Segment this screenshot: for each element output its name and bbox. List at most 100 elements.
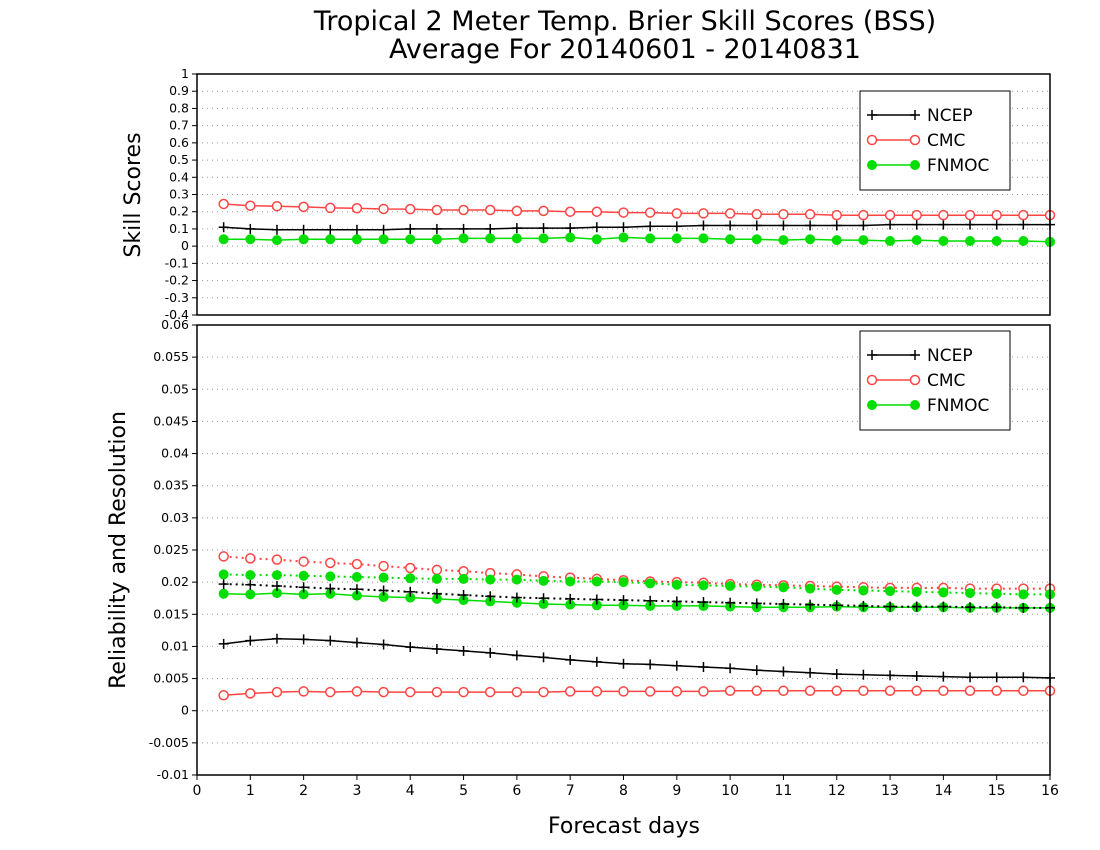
top-fnmoc-point <box>911 235 922 246</box>
bottom-series-5-point <box>218 569 229 580</box>
skill-scores-panel: -0.4 -0.3 -0.2 -0.1 0 0.1 0.2 0.3 0.4 0.5 0.6 0.7 0.… <box>165 66 1056 322</box>
bottom-ncep-point <box>378 639 389 650</box>
bottom-series-3-point <box>618 595 629 606</box>
top-fnmoc-point <box>591 234 602 245</box>
bottom-y-tick-label: 0.06 <box>161 317 189 332</box>
bottom-cmc-point <box>698 686 709 697</box>
top-ncep-point <box>698 220 709 231</box>
bottom-series-3-point <box>511 592 522 603</box>
bottom-series-4-point <box>431 564 443 576</box>
top-ncep-point <box>538 223 549 234</box>
bottom-cmc-point <box>964 685 976 697</box>
bottom-y-tick-label: 0.055 <box>153 349 189 364</box>
bottom-ncep-point <box>271 633 282 644</box>
top-fnmoc-point <box>751 234 762 245</box>
top-ncep-point <box>671 221 682 232</box>
top-ncep-point <box>778 220 789 231</box>
bottom-x-tick-label: 13 <box>881 783 899 799</box>
top-cmc-point <box>591 206 603 217</box>
bottom-cmc-line <box>223 690 1050 697</box>
top-ncep-point <box>751 220 762 231</box>
top-y-tick-label: 0.4 <box>169 169 189 184</box>
bottom-cmc-point <box>804 685 816 697</box>
top-ncep-point <box>725 220 736 231</box>
bottom-series-4-point <box>271 554 283 565</box>
top-cmc-point <box>245 200 256 211</box>
top-fnmoc-point <box>405 234 416 245</box>
bottom-series-5-point <box>725 581 736 591</box>
top-fnmoc-point <box>831 235 842 246</box>
bottom-series-5-point <box>538 575 549 586</box>
bottom-series-3-point <box>1018 602 1029 613</box>
top-y-tick-label: 0.1 <box>169 221 189 236</box>
top-ncep-point <box>325 224 336 235</box>
bottom-x-tick-label: 0 <box>193 783 202 799</box>
bottom-x-tick-label: 15 <box>988 783 1006 799</box>
top-legend-cmc-marker <box>866 134 878 146</box>
top-y-tick-label: 0.5 <box>169 152 189 167</box>
top-cmc-point <box>511 205 523 217</box>
top-fnmoc-point <box>245 234 256 245</box>
bottom-series-3-point <box>271 581 282 591</box>
top-ncep-point <box>885 219 896 230</box>
top-fnmoc-point <box>991 235 1002 246</box>
top-legend-fnmoc-marker <box>867 160 877 170</box>
bottom-cmc-point <box>1018 685 1029 697</box>
top-ncep-point <box>618 222 629 233</box>
bottom-legend-fnmoc-label: FNMOC <box>927 396 989 416</box>
top-ncep-point <box>831 220 842 231</box>
bottom-series-3-point <box>431 588 442 599</box>
top-cmc-point <box>751 209 763 220</box>
top-legend-cmc-label: CMC <box>927 131 965 151</box>
top-ncep-point <box>218 222 229 233</box>
bottom-cmc-point <box>991 685 1002 697</box>
top-cmc-point <box>618 207 629 218</box>
bottom-series-5-point <box>591 576 602 587</box>
bottom-cmc-point <box>858 685 869 697</box>
bottom-ncep-point <box>538 652 549 663</box>
bottom-series-5-point <box>325 571 336 582</box>
bottom-x-tick-label: 7 <box>566 783 575 799</box>
bottom-x-tick-label: 10 <box>721 783 739 799</box>
bottom-ncep-line <box>223 637 1051 679</box>
top-fnmoc-point <box>645 233 656 244</box>
top-ncep-point <box>911 219 922 230</box>
top-ncep-point <box>485 223 496 234</box>
top-ncep-point <box>378 224 389 235</box>
bottom-series-4-point <box>351 558 363 570</box>
bottom-series-3-point <box>218 579 229 590</box>
bottom-cmc-point <box>911 685 922 697</box>
top-cmc-point <box>964 209 976 221</box>
top-ncep-point <box>351 224 362 235</box>
bottom-series-3-point <box>405 586 416 597</box>
bottom-legend-cmc-marker <box>866 374 878 386</box>
bottom-x-tick-label: 14 <box>934 783 952 799</box>
bottom-series-5-point <box>565 576 576 587</box>
bottom-ncep-point <box>565 654 576 665</box>
bottom-x-tick-label: 9 <box>672 783 681 799</box>
top-plot-frame <box>196 73 1051 316</box>
bottom-series-3-point <box>778 599 789 609</box>
bottom-y-tick-label: 0.05 <box>161 381 189 396</box>
bottom-y-axis-label: Reliability and Resolution <box>106 411 131 689</box>
bottom-series-3-point <box>805 599 816 610</box>
top-cmc-point <box>405 203 416 215</box>
bottom-series-4-point <box>218 551 229 562</box>
bottom-series-5-point <box>405 573 416 584</box>
top-fnmoc-point <box>805 234 816 245</box>
top-legend: NCEP CMC FNMOC <box>859 90 1011 191</box>
bottom-series-5-point <box>618 577 629 588</box>
top-cmc-point <box>218 198 229 210</box>
bottom-series-5-point <box>991 588 1002 599</box>
bottom-ncep-point <box>325 635 336 646</box>
top-fnmoc-point <box>1018 235 1029 246</box>
bottom-series-5-point <box>965 588 976 599</box>
bottom-series-5-point <box>1018 589 1029 600</box>
bottom-x-tick-label: 4 <box>406 783 415 799</box>
top-fnmoc-point <box>485 233 496 244</box>
top-fnmoc-point <box>271 235 282 246</box>
bottom-ncep-point <box>965 672 976 683</box>
bottom-x-tick-label: 11 <box>775 783 793 799</box>
top-y-tick-label: -0.4 <box>165 307 189 322</box>
top-cmc-point <box>911 209 922 221</box>
